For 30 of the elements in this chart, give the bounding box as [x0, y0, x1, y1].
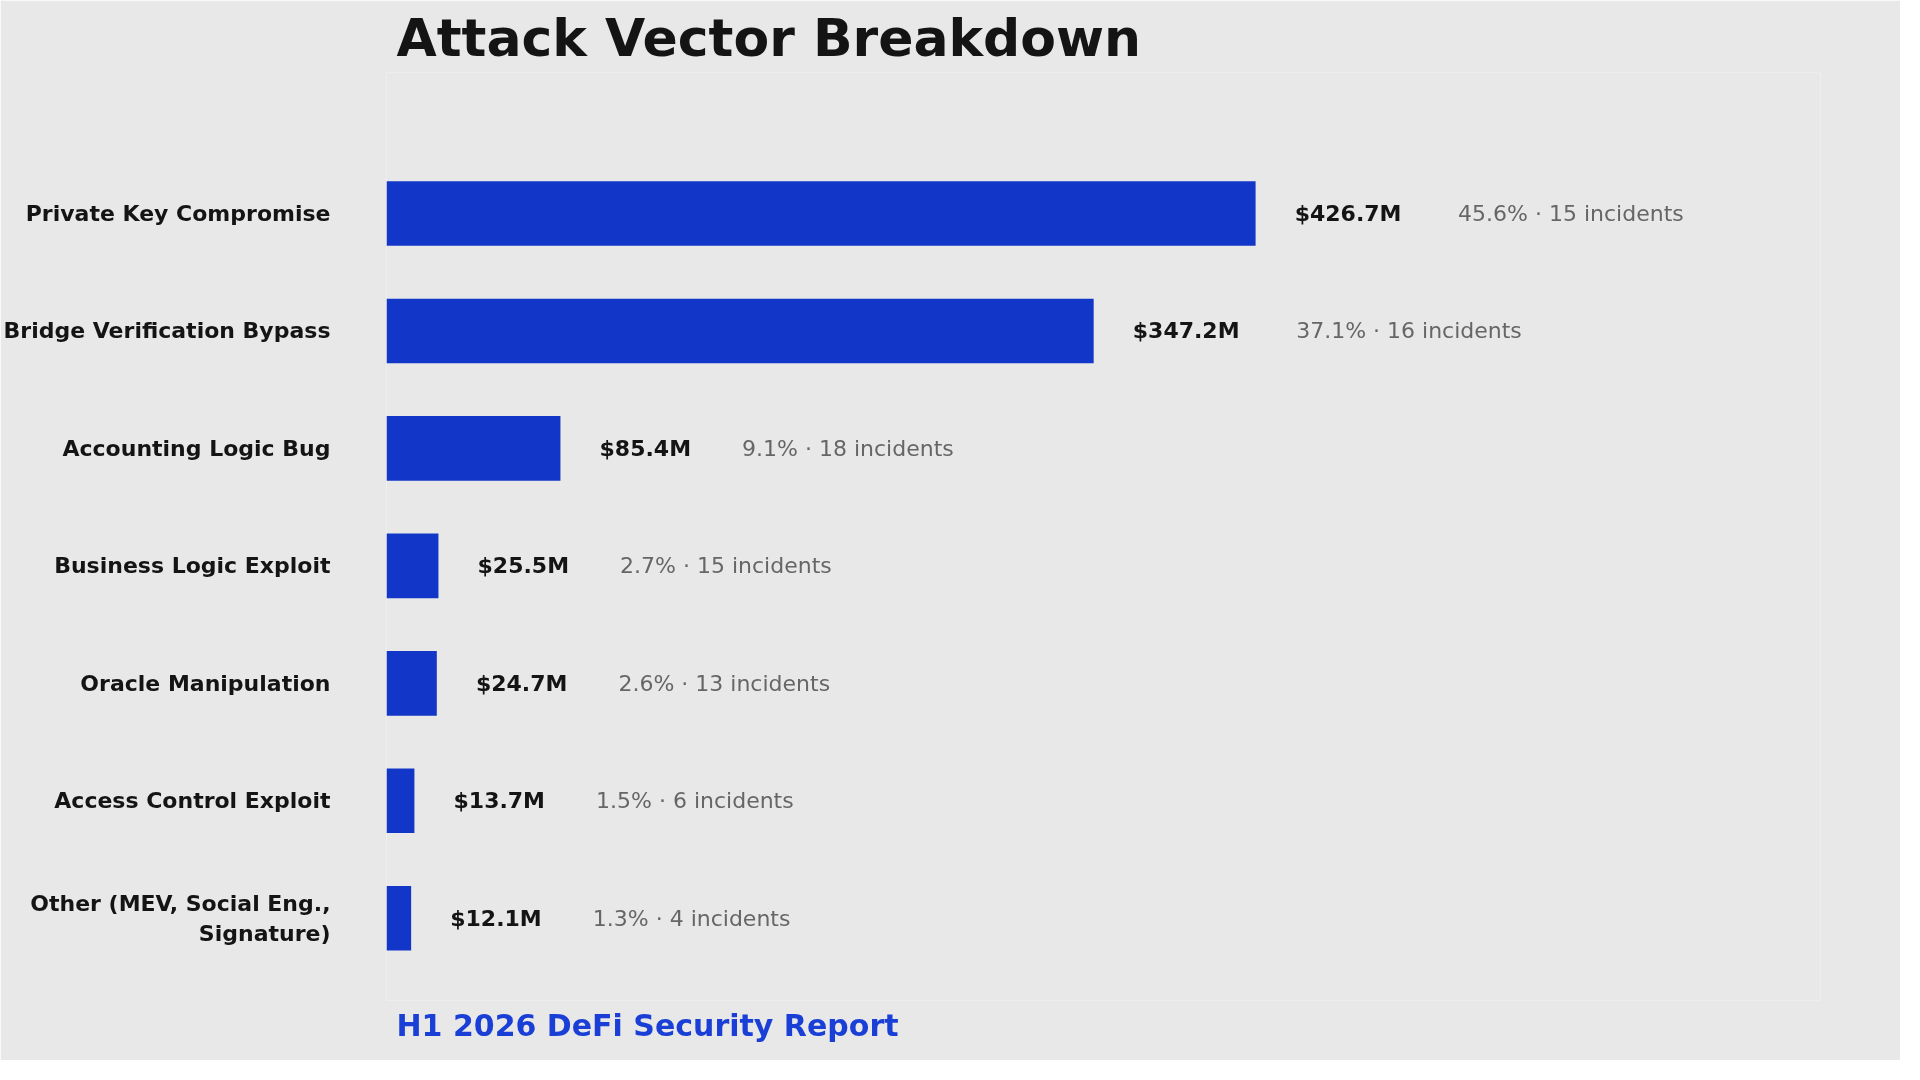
- bar: [386, 181, 1256, 246]
- text: 45.6% · 15 incidents: [1458, 200, 1684, 226]
- bar: [386, 533, 439, 599]
- y-tick-label: Other (MEV, Social Eng., Signature): [30, 890, 331, 946]
- text: 37.1% · 16 incidents: [1296, 318, 1522, 344]
- data-label: $25.5M: [477, 553, 570, 579]
- y-tick-label: Business Logic Exploit: [54, 553, 331, 579]
- y-tick-label: Private Key Compromise: [25, 200, 331, 226]
- y-tick-label: Bridge Verification Bypass: [3, 318, 331, 344]
- y-tick-label: Access Control Exploit: [54, 788, 331, 814]
- y-tick-label: Accounting Logic Bug: [62, 435, 331, 461]
- bar: [386, 298, 1094, 364]
- data-label: $13.7M: [453, 788, 545, 814]
- data-label: $85.4M: [599, 435, 692, 461]
- text: H1 2026 DeFi Security Report: [396, 1007, 899, 1043]
- bar: [386, 651, 437, 716]
- bar: [386, 768, 415, 834]
- data-label: $347.2M: [1132, 318, 1240, 344]
- data-label: $426.7M: [1294, 200, 1402, 226]
- annotation: 9.1% · 18 incidents: [742, 435, 954, 461]
- bar: [386, 416, 561, 481]
- annotation: 1.5% · 6 incidents: [596, 788, 794, 814]
- chart-title: Attack Vector Breakdown: [396, 7, 1142, 68]
- annotation: 2.7% · 15 incidents: [620, 553, 832, 579]
- annotation: 1.3% · 4 incidents: [592, 905, 791, 931]
- data-label: $24.7M: [475, 670, 568, 696]
- annotation: 2.6% · 13 incidents: [618, 670, 831, 696]
- y-tick-label: Oracle Manipulation: [80, 670, 331, 696]
- data-label: $12.1M: [450, 905, 542, 931]
- bar: [386, 885, 412, 951]
